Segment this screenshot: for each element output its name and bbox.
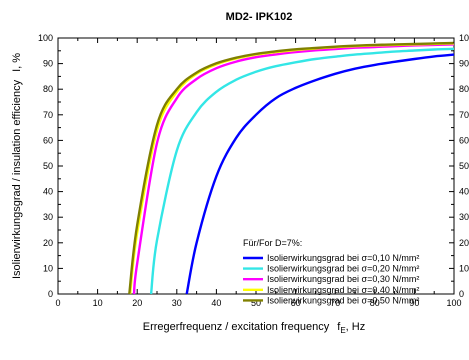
x-tick-label: 80 xyxy=(370,298,380,308)
plot-area xyxy=(57,37,455,295)
x-tick-label: 0 xyxy=(55,298,60,308)
y-tick-label: 40 xyxy=(43,187,53,197)
y-tick-label: 10 xyxy=(43,263,53,273)
chart-title: MD2- IPK102 xyxy=(226,11,293,23)
legend-title: Für/For D=7%: xyxy=(243,238,302,248)
series-line-2 xyxy=(149,47,455,295)
legend-label: Isolierwirkungsgrad bei σ=0,20 N/mm² xyxy=(267,264,419,274)
x-tick-label: 30 xyxy=(172,298,182,308)
y-tick-label: 50 xyxy=(43,161,53,171)
y-tick-label: 100 xyxy=(38,33,53,43)
x-axis-label-unit: , Hz xyxy=(346,321,366,333)
x-axis-label-text: Erregerfrequenz / excitation frequency xyxy=(143,321,330,333)
y-tick-label: 0 xyxy=(48,289,53,299)
y-axis-label-symbol: I, % xyxy=(11,53,23,72)
y-tick-label-right: 40 xyxy=(459,187,469,197)
series-line-5 xyxy=(128,41,455,295)
x-tick-label: 60 xyxy=(291,298,301,308)
y-tick-label-right: 80 xyxy=(459,84,469,94)
x-tick-label: 20 xyxy=(132,298,142,308)
x-axis-label: Erregerfrequenz / excitation frequency fE… xyxy=(143,321,365,335)
y-tick-label-right: 10 xyxy=(459,263,469,273)
x-tick-label: 100 xyxy=(446,298,461,308)
x-tick-label: 40 xyxy=(211,298,221,308)
x-axis-label-subscript: E xyxy=(340,326,345,335)
y-tick-label-right: 0 xyxy=(459,289,464,299)
legend-label: Isolierwirkungsgrad bei σ=0,50 N/mm² xyxy=(267,295,419,305)
x-axis-label-symbol: f xyxy=(337,321,341,333)
y-tick-label-right: 60 xyxy=(459,135,469,145)
y-tick-label: 30 xyxy=(43,212,53,222)
y-tick-label-right: 30 xyxy=(459,212,469,222)
y-axis-label: Isolierwirkungsgrad / insulation efficie… xyxy=(11,53,23,279)
y-tick-label: 70 xyxy=(43,110,53,120)
y-tick-label-right: 70 xyxy=(459,110,469,120)
y-tick-label-right: 100 xyxy=(459,33,469,43)
x-tick-label: 90 xyxy=(409,298,419,308)
y-tick-label-right: 50 xyxy=(459,161,469,171)
y-tick-label: 60 xyxy=(43,135,53,145)
y-tick-label-right: 20 xyxy=(459,238,469,248)
x-tick-label: 70 xyxy=(330,298,340,308)
x-tick-label: 10 xyxy=(93,298,103,308)
legend: Für/For D=7%: Isolierwirkungsgrad bei σ=… xyxy=(243,238,419,305)
y-axis-label-text: Isolierwirkungsgrad / insulation efficie… xyxy=(11,79,23,279)
x-tick-label: 50 xyxy=(251,298,261,308)
series-layer xyxy=(128,41,455,295)
legend-label: Isolierwirkungsgrad bei σ=0,40 N/mm² xyxy=(267,285,419,295)
y-tick-label-right: 90 xyxy=(459,59,469,69)
series-line-3 xyxy=(132,43,455,295)
legend-label: Isolierwirkungsgrad bei σ=0,10 N/mm² xyxy=(267,253,419,263)
legend-label: Isolierwirkungsgrad bei σ=0,30 N/mm² xyxy=(267,274,419,284)
y-tick-label: 20 xyxy=(43,238,53,248)
series-line-1 xyxy=(185,53,455,295)
y-tick-label: 90 xyxy=(43,59,53,69)
y-tick-label: 80 xyxy=(43,84,53,94)
